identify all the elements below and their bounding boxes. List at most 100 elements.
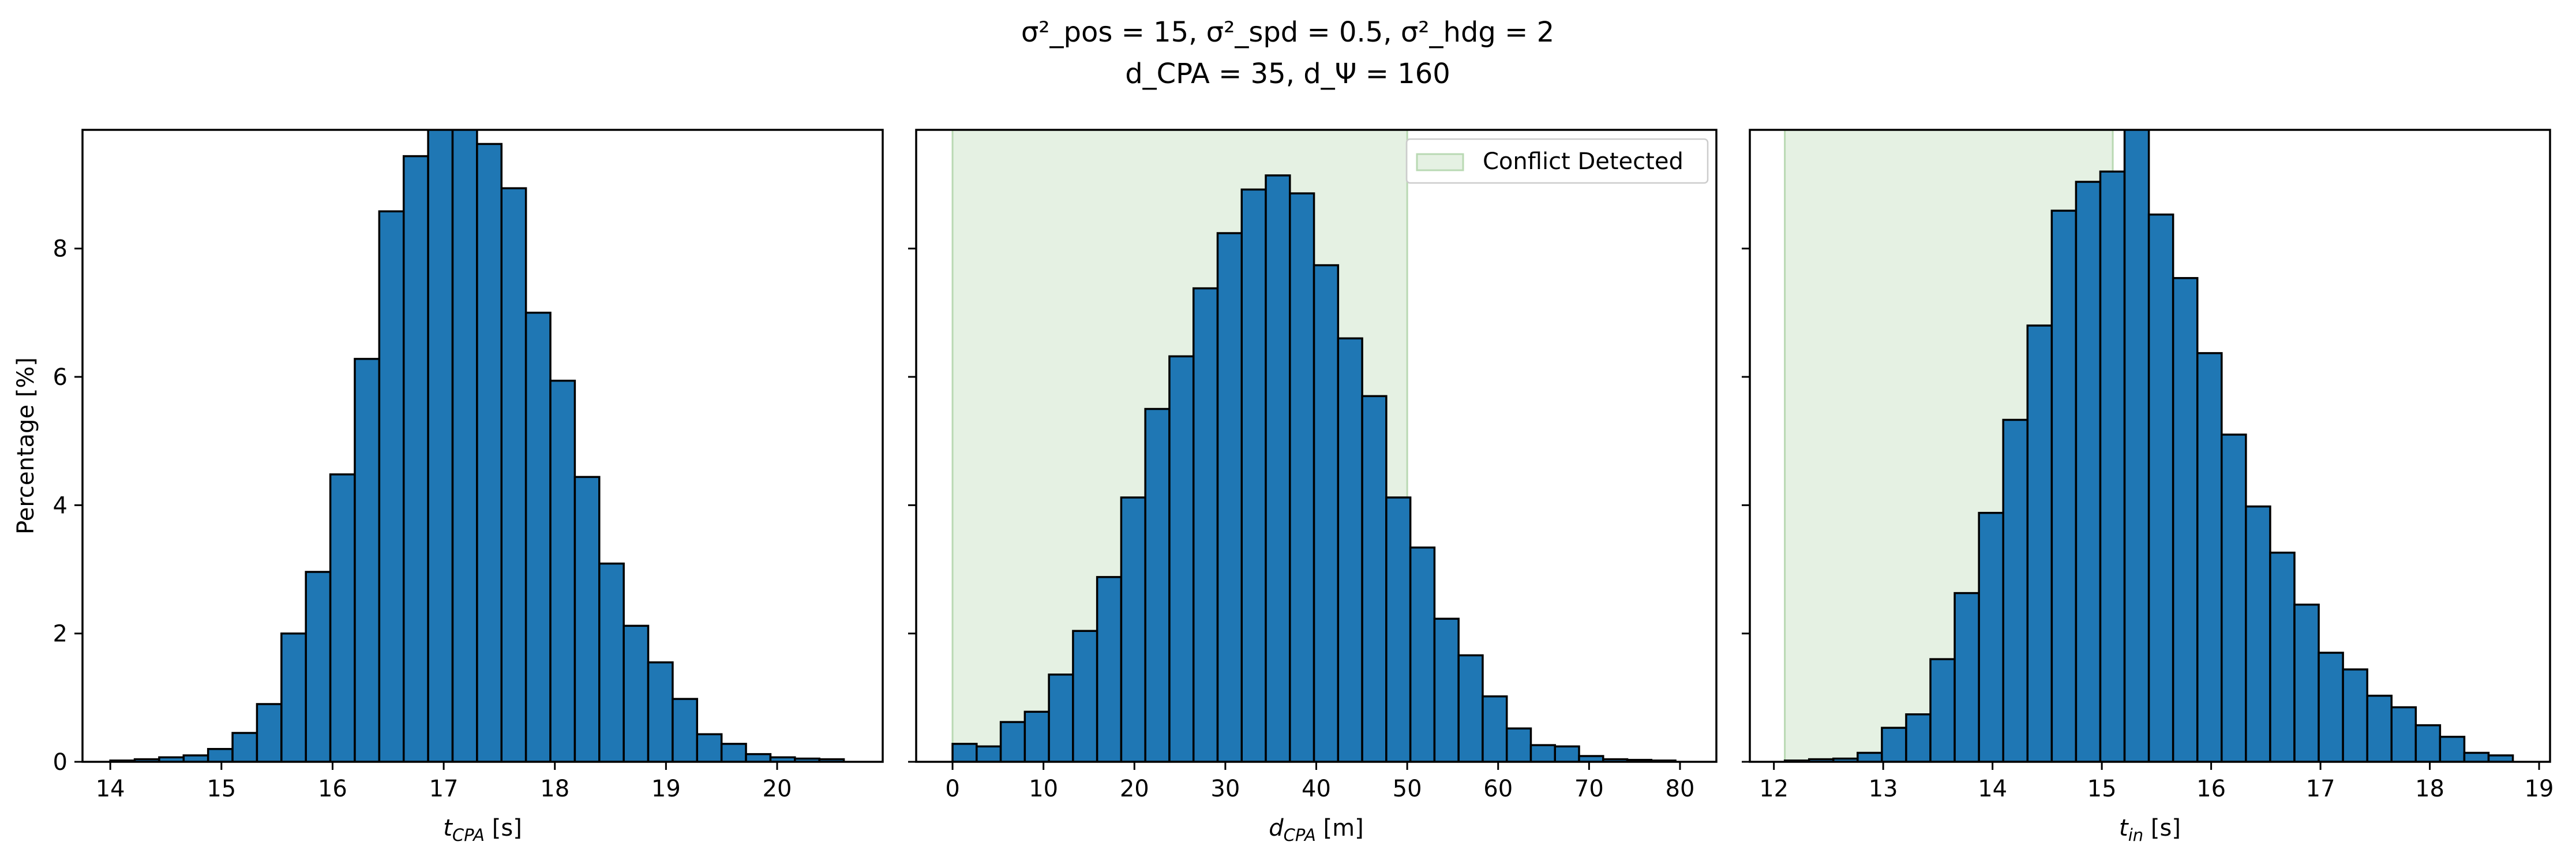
histogram-bar — [623, 624, 650, 762]
x-axis-label: dCPA [m] — [1269, 815, 1363, 845]
histogram-bar — [1554, 745, 1580, 762]
histogram-bar — [2245, 505, 2271, 762]
x-tick-label: 30 — [1210, 776, 1240, 802]
histogram-bar — [1457, 654, 1484, 762]
y-tick-label: 0 — [53, 749, 68, 776]
histogram-bar — [1433, 618, 1460, 762]
subplot-1: 14 15 16 17 18 19 20 0 2 4 6 8 tCPA [s] Percentage [%… — [13, 129, 884, 845]
histogram-bar — [1857, 751, 1883, 762]
x-tick-label: 20 — [763, 776, 792, 802]
histogram-bar — [256, 703, 283, 762]
x-axis-label: tin [s] — [2119, 815, 2181, 845]
histogram-bar — [500, 187, 527, 762]
histogram-bar — [427, 130, 454, 762]
histogram-bar — [1313, 264, 1340, 762]
histogram-bar — [1361, 395, 1388, 762]
suptitle-line-1: σ²_pos = 15, σ²_spd = 0.5, σ²_hdg = 2 — [1021, 16, 1554, 48]
x-tick-label: 19 — [2525, 776, 2554, 802]
x-tick-label: 15 — [2087, 776, 2117, 802]
histogram-bar — [720, 743, 747, 762]
histogram-bar — [1240, 188, 1267, 762]
histogram-bar — [1096, 576, 1123, 762]
histogram-bar — [2269, 551, 2296, 762]
histogram-bar — [2221, 433, 2247, 762]
legend-label: Conflict Detected — [1483, 148, 1683, 175]
subplot-3: 12 13 14 15 16 17 18 19 tin [s] — [1742, 129, 2554, 845]
x-tick-label: 14 — [96, 776, 125, 802]
histogram-bar — [1978, 511, 2004, 762]
x-tick-label: 12 — [1759, 776, 1788, 802]
histogram-bar — [2075, 181, 2102, 762]
y-tick-label: 6 — [53, 364, 68, 391]
x-axis-label: tCPA [s] — [443, 815, 522, 845]
histogram-bar — [2099, 170, 2126, 762]
histogram-bar — [1265, 174, 1291, 762]
histogram-bar — [1072, 630, 1098, 762]
x-tick-label: 50 — [1393, 776, 1422, 802]
subplot-panels: 14 15 16 17 18 19 20 0 2 4 6 8 tCPA [s] Percentage [%… — [13, 129, 2554, 845]
histogram-bar — [1023, 710, 1050, 762]
histogram-bar — [402, 155, 429, 762]
histogram-bar — [1929, 658, 1956, 762]
histogram-bar — [280, 632, 307, 762]
histogram-bar — [207, 748, 234, 762]
plot-area — [951, 130, 1677, 762]
histogram-bar — [1953, 592, 1980, 762]
histogram-bar — [1529, 744, 1556, 762]
x-tick-label: 20 — [1120, 776, 1149, 802]
histogram-bar — [1192, 287, 1219, 762]
histogram-bar — [647, 661, 674, 762]
histogram-bar — [1337, 337, 1363, 762]
histogram-bar — [329, 473, 356, 762]
x-tick-label: 10 — [1029, 776, 1058, 802]
histogram-bar — [354, 358, 381, 762]
plot-area — [1783, 130, 2514, 762]
histogram-bar — [1168, 355, 1195, 762]
x-tick-label: 14 — [1978, 776, 2007, 802]
histogram-bar — [451, 130, 478, 762]
histogram-bar — [1120, 496, 1146, 762]
plot-area — [109, 130, 845, 762]
axes-frame — [1749, 129, 2551, 763]
x-tick-label: 18 — [540, 776, 569, 802]
histogram-bar — [2172, 277, 2199, 762]
histogram-bar — [524, 312, 552, 762]
x-tick-label: 0 — [945, 776, 959, 802]
x-tick-label: 16 — [318, 776, 347, 802]
legend-box — [1405, 138, 1709, 184]
x-tick-label: 17 — [2306, 776, 2335, 802]
y-tick-label: 4 — [53, 492, 68, 519]
x-tick-label: 18 — [2415, 776, 2444, 802]
histogram-bar — [2342, 668, 2368, 762]
suptitle-line-2: d_CPA = 35, d_Ψ = 160 — [1125, 58, 1450, 90]
y-axis-label: Percentage [%] — [13, 357, 39, 534]
y-tick-label: 2 — [53, 621, 68, 648]
histogram-bar — [2439, 735, 2466, 762]
histogram-bar — [305, 571, 332, 762]
histogram-bar — [1409, 546, 1436, 762]
histogram-bar — [1289, 192, 1315, 762]
histogram-bar — [672, 698, 699, 762]
x-tick-label: 80 — [1666, 776, 1695, 802]
histogram-bar — [1482, 695, 1508, 762]
histogram-bar — [549, 379, 576, 762]
histogram-bar — [1505, 727, 1532, 762]
histogram-bar — [2293, 603, 2320, 762]
histogram-bar — [2002, 418, 2029, 762]
histogram-bar — [2390, 706, 2417, 762]
histogram-bar — [2487, 754, 2514, 762]
histogram-bar — [999, 721, 1026, 762]
histogram-bar — [1216, 232, 1243, 762]
histogram-bar — [378, 210, 405, 762]
histogram-bar — [818, 758, 845, 762]
histogram-bar — [2123, 130, 2150, 762]
histogram-bar — [696, 733, 723, 762]
histogram-bar — [2366, 694, 2393, 762]
histogram-bar — [2196, 352, 2223, 762]
x-tick-label: 15 — [207, 776, 236, 802]
x-tick-label: 16 — [2196, 776, 2226, 802]
histogram-bar — [1048, 674, 1074, 762]
histogram-bar — [476, 143, 503, 762]
histogram-bar — [1144, 407, 1171, 762]
